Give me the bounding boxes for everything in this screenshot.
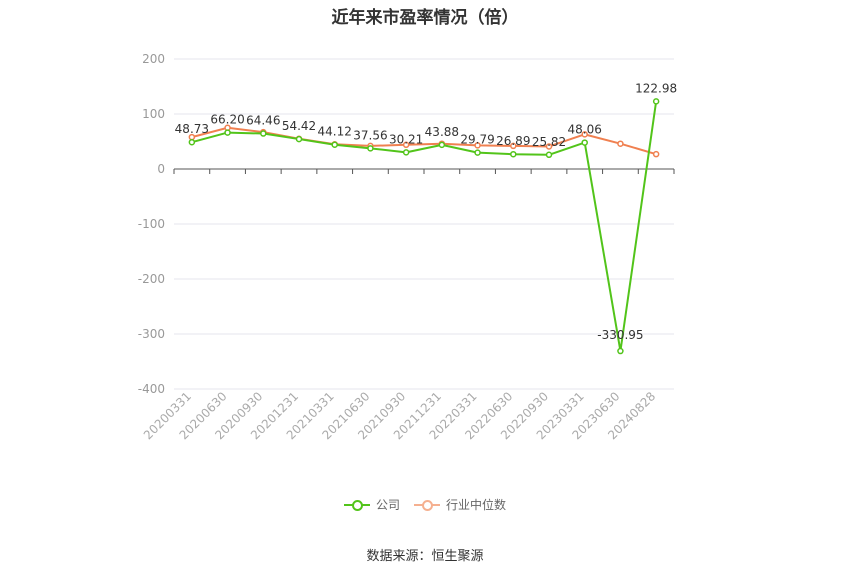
series-line-company — [191, 101, 658, 353]
data-point-company — [260, 130, 267, 137]
data-point-company — [652, 98, 660, 105]
data-point-industry-median — [402, 141, 410, 149]
data-label-company: 26.89 — [496, 134, 530, 148]
legend-label-industry-median: 行业中位数 — [446, 498, 507, 512]
y-tick-label: -100 — [138, 217, 165, 231]
data-point-company — [510, 150, 517, 158]
legend-item-company[interactable]: 公司 — [343, 496, 400, 513]
data-point-industry-median — [545, 143, 553, 150]
chart-plot: 2001000-100-200-300-40020200331202006302… — [138, 52, 677, 442]
data-point-company — [581, 139, 588, 146]
data-label-company: 48.06 — [568, 123, 602, 137]
data-label-company: -330.95 — [597, 328, 643, 342]
data-label-company: 48.73 — [175, 122, 209, 136]
y-tick-label: -200 — [138, 272, 165, 286]
data-point-industry-median — [652, 150, 660, 158]
data-point-industry-median — [617, 140, 624, 147]
data-point-company — [331, 141, 338, 148]
y-tick-label: 100 — [142, 107, 165, 121]
y-tick-label: -300 — [138, 327, 165, 341]
data-point-company — [188, 138, 196, 146]
data-label-company: 25.82 — [532, 135, 566, 149]
legend-label-company: 公司 — [375, 498, 400, 512]
data-point-industry-median — [581, 131, 588, 138]
data-label-company: 64.46 — [246, 114, 280, 128]
data-point-company — [295, 135, 303, 143]
data-point-company — [438, 141, 446, 149]
y-tick-label: -400 — [138, 382, 165, 396]
data-label-company: 29.79 — [460, 133, 494, 147]
legend-swatch-industry-median — [414, 499, 440, 511]
data-label-company: 30.21 — [389, 132, 423, 146]
data-point-company — [224, 129, 231, 136]
legend-swatch-company — [343, 499, 370, 511]
data-label-company: 54.42 — [282, 119, 316, 133]
data-label-company: 66.20 — [210, 113, 244, 127]
data-point-industry-median — [510, 142, 517, 150]
data-point-company — [367, 145, 374, 152]
data-label-company: 37.56 — [353, 128, 387, 142]
data-label-company: 122.98 — [635, 81, 677, 95]
y-tick-label: 200 — [142, 52, 165, 66]
data-point-company — [617, 347, 624, 355]
data-label-company: 43.88 — [425, 125, 459, 139]
data-point-company — [474, 149, 481, 156]
legend-item-industry-median[interactable]: 行业中位数 — [414, 496, 506, 513]
data-point-company — [545, 151, 553, 159]
y-tick-label: 0 — [157, 162, 165, 176]
chart-title: 近年来市盈率情况（倍） — [331, 8, 519, 28]
legend: 公司 行业中位数 — [0, 496, 850, 513]
data-point-industry-median — [474, 142, 481, 149]
series-line-industry-median — [191, 126, 657, 156]
data-point-company — [402, 149, 410, 156]
data-label-company: 44.12 — [318, 125, 352, 139]
source-note: 数据来源：恒生聚源 — [366, 549, 484, 564]
